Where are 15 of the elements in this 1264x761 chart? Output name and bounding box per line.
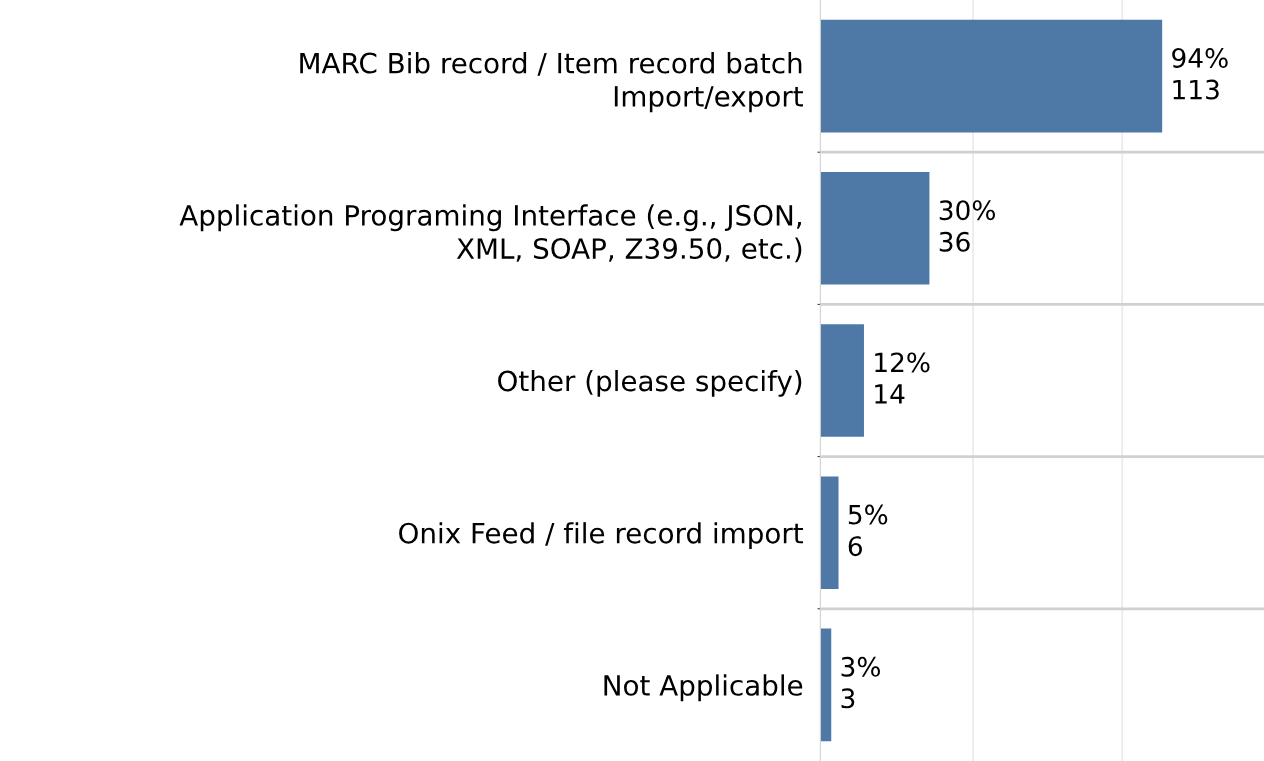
data-label: 3% 3 [841, 656, 880, 709]
bar [820, 324, 864, 437]
y-tick-label: Onix Feed / file record import [399, 522, 803, 550]
data-label: 5% 6 [848, 504, 888, 557]
data-label: 12% 14 [875, 352, 930, 404]
bar [820, 171, 930, 285]
bar [820, 476, 839, 590]
bar [820, 628, 832, 742]
y-tick-label: Application Programing Interface (e.g., JSON, XML, SOAP, Z39.50, etc.) [179, 204, 802, 263]
data-label: 94% 113 [1172, 48, 1228, 100]
y-tick-label: Other (please specify) [498, 369, 802, 397]
y-tick-label: MARC Bib record / Item record batch Import/export [300, 52, 803, 113]
bar [820, 19, 1163, 133]
y-tick-label: Not Applicable [604, 674, 803, 702]
data-label: 30% 36 [939, 200, 995, 252]
